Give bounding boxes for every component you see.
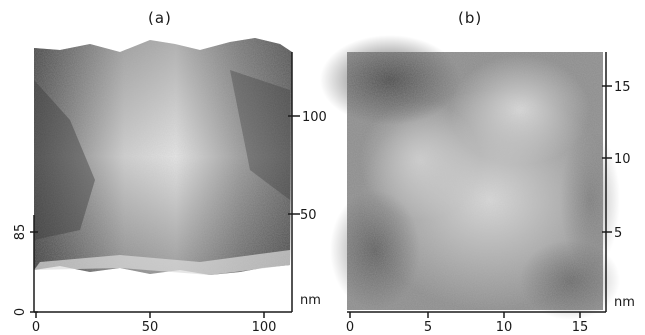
- panel-b-x-tick-10: 10: [496, 320, 513, 335]
- panel-b-x-tick-5: 5: [424, 320, 432, 335]
- panel-b-y-tick-10: 10: [614, 152, 631, 167]
- panel-b-label: (b): [458, 9, 483, 27]
- panel-a-x-tick-100: 100: [252, 320, 277, 335]
- panel-a-z-tick-50: 50: [300, 208, 317, 223]
- panel-b-x-tick-15: 15: [572, 320, 589, 335]
- panel-a-x-tick-50: 50: [142, 320, 159, 335]
- panel-a-z-unit: nm: [300, 293, 321, 308]
- panel-a-x-axis: [34, 311, 292, 318]
- panel-b-y-tick-5: 5: [614, 226, 622, 241]
- panel-a-left-tick-0: 0: [13, 308, 28, 316]
- panel-b-y-unit: nm: [614, 295, 635, 310]
- panel-a-x-tick-0: 0: [32, 320, 40, 335]
- panel-a-left-tick-85: 85: [13, 224, 28, 241]
- afm-topview-image: [320, 35, 620, 320]
- panel-a-z-tick-100: 100: [302, 110, 327, 125]
- panel-b-y-axis: [602, 52, 612, 312]
- panel-b-y-tick-15: 15: [614, 80, 631, 95]
- panel-b-x-axis: [347, 311, 606, 318]
- panel-a-label: (a): [148, 9, 172, 27]
- panel-a-z-axis: [288, 52, 300, 312]
- afm-surface-3d: [34, 38, 292, 275]
- panel-b-x-tick-0: 0: [346, 320, 354, 335]
